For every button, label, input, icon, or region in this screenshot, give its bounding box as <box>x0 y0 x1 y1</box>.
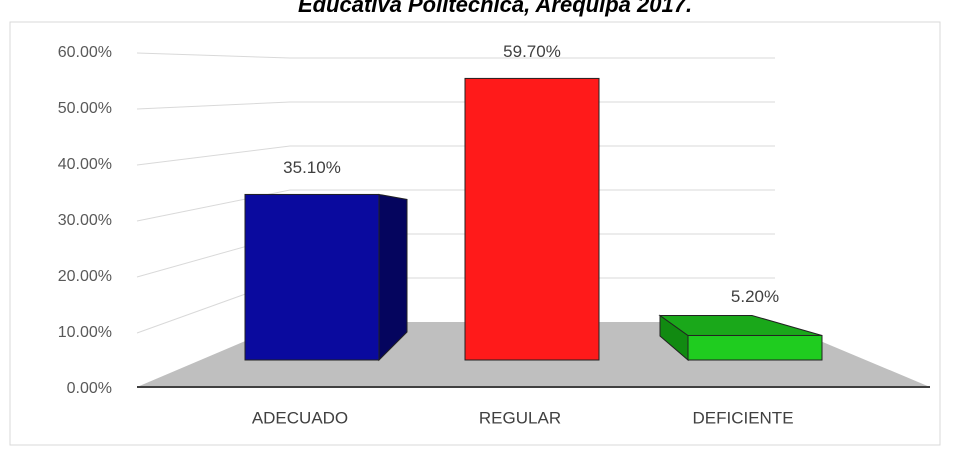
grid-line <box>136 101 775 110</box>
bar <box>464 77 600 361</box>
grid-line <box>136 145 775 166</box>
y-tick-label: 20.00% <box>58 268 112 285</box>
y-tick-label: 10.00% <box>58 324 112 341</box>
y-tick-label: 30.00% <box>58 212 112 229</box>
grid-line <box>136 52 775 59</box>
bar <box>687 334 823 361</box>
y-tick-label: 50.00% <box>58 100 112 117</box>
grid-line <box>136 189 775 222</box>
bar-side <box>378 193 408 362</box>
bar <box>244 193 380 361</box>
data-label: 59.70% <box>503 42 561 61</box>
data-label: 5.20% <box>731 287 779 306</box>
y-tick-label: 60.00% <box>58 44 112 61</box>
y-tick-label: 0.00% <box>67 380 112 397</box>
y-tick-label: 40.00% <box>58 156 112 173</box>
chart-title: Educativa Politécnica, Arequipa 2017. <box>298 0 692 17</box>
x-tick-label: ADECUADO <box>252 408 348 427</box>
data-label: 35.10% <box>283 158 341 177</box>
x-tick-label: DEFICIENTE <box>692 408 793 427</box>
x-tick-label: REGULAR <box>479 408 561 427</box>
